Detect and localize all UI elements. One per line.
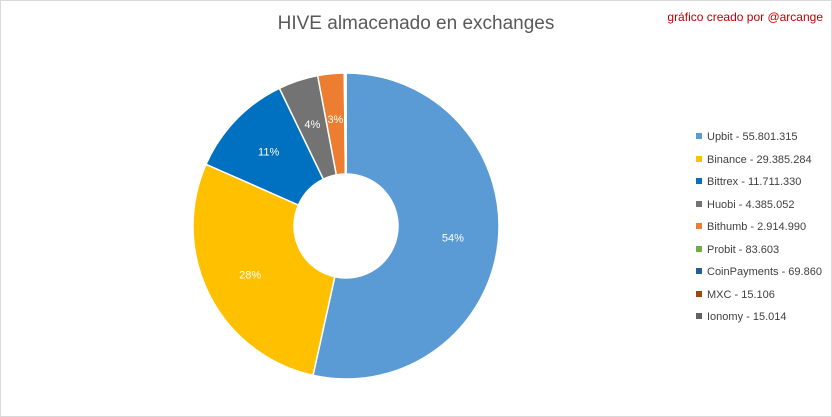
- legend-item-probit: Probit - 83.603: [696, 239, 822, 262]
- legend-item-binance: Binance - 29.385.284: [696, 149, 822, 172]
- legend-swatch: [696, 200, 702, 207]
- legend-label: MXC - 15.106: [707, 288, 775, 301]
- legend-label: Upbit - 55.801.315: [707, 131, 798, 143]
- data-label-bittrex: 11%: [258, 146, 279, 158]
- data-label-bithumb: 3%: [327, 114, 343, 126]
- legend-label: Bittrex - 11.711.330: [707, 176, 802, 188]
- legend-swatch: [696, 268, 702, 275]
- data-label-binance: 28%: [239, 270, 261, 282]
- legend-item-upbit: Upbit - 55.801.315: [696, 126, 822, 149]
- legend-label: Huobi - 4.385.052: [707, 198, 795, 211]
- legend-swatch: [696, 178, 702, 185]
- donut-slice-binance: [192, 163, 336, 377]
- legend-swatch: [696, 223, 702, 230]
- legend-swatch: [696, 245, 702, 252]
- chart-title: HIVE almacenado en exchanges: [277, 13, 555, 34]
- legend-swatch: [696, 290, 702, 297]
- legend-item-coinpayments: CoinPayments - 69.860: [696, 261, 822, 284]
- legend: Upbit - 55.801.315 Binance - 29.385.284 Bi…: [696, 126, 822, 329]
- donut-slice-upbit: [312, 72, 500, 380]
- legend-label: Ionomy - 15.014: [707, 311, 787, 323]
- legend-swatch: [696, 313, 702, 320]
- legend-item-huobi: Huobi - 4.385.052: [696, 194, 822, 217]
- legend-label: CoinPayments - 69.860: [707, 266, 822, 278]
- legend-item-bithumb: Bithumb - 2.914.990: [696, 216, 822, 239]
- legend-item-bittrex: Bittrex - 11.711.330: [696, 171, 822, 194]
- legend-swatch: [696, 133, 702, 140]
- legend-label: Probit - 83.603: [707, 243, 780, 256]
- data-label-huobi: 4%: [304, 119, 320, 131]
- legend-item-ionomy: Ionomy - 15.014: [696, 306, 822, 329]
- legend-label: Bithumb - 2.914.990: [707, 221, 807, 233]
- legend-item-mxc: MXC - 15.106: [696, 284, 822, 307]
- data-label-upbit: 54%: [442, 233, 464, 245]
- chart-credit: gráfico creado por @arcange: [667, 10, 823, 24]
- legend-swatch: [696, 155, 702, 162]
- legend-label: Binance - 29.385.284: [707, 153, 812, 166]
